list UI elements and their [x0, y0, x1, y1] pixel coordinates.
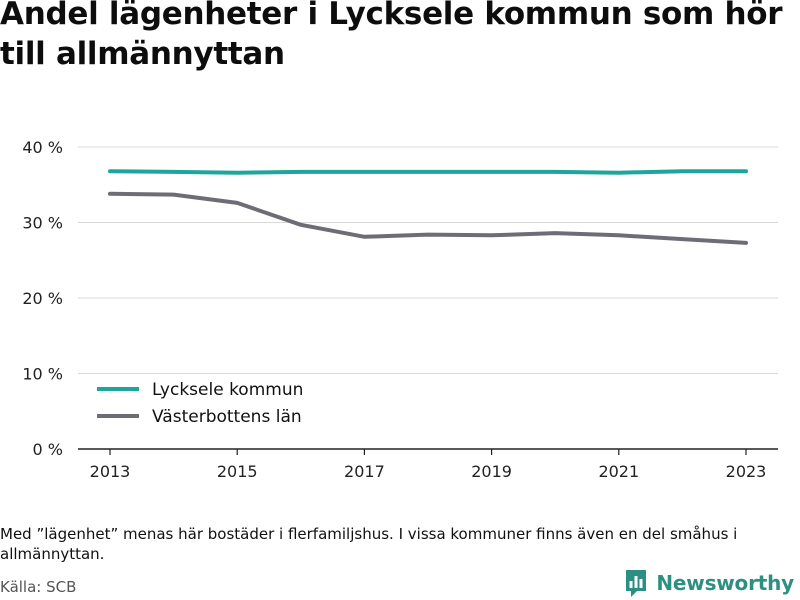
series-line-vasterbottens-lan — [108, 191, 748, 245]
x-tick-label: 2021 — [598, 462, 639, 481]
y-tick-label: 10 % — [22, 365, 63, 384]
x-tick-label: 2019 — [471, 462, 512, 481]
brand-name: Newsworthy — [656, 571, 794, 595]
x-tick-label: 2015 — [217, 462, 258, 481]
gridlines — [78, 146, 778, 374]
legend-label: Lycksele kommun — [152, 380, 303, 400]
x-tick-label: 2013 — [90, 462, 131, 481]
bar-chart-speech-bubble-icon — [626, 570, 647, 597]
legend: Lycksele kommun Västerbottens län — [97, 380, 303, 427]
x-tick-label: 2023 — [726, 462, 767, 481]
y-tick-label: 40 % — [22, 138, 63, 157]
y-tick-label: 30 % — [22, 214, 63, 233]
legend-label: Västerbottens län — [152, 407, 302, 427]
series-line-lycksele-kommun — [108, 169, 748, 175]
x-tick-label: 2017 — [344, 462, 385, 481]
y-tick-label: 20 % — [22, 289, 63, 308]
footnote: Med ”lägenhet” menas här bostäder i fler… — [0, 525, 738, 563]
source-label: Källa: SCB — [0, 578, 77, 596]
newsworthy-brand: Newsworthy — [624, 568, 794, 598]
y-tick-label: 0 % — [33, 440, 63, 459]
chart-title: Andel lägenheter i Lycksele kommun som h… — [0, 0, 783, 72]
axes: 0 % 10 % 20 % 30 % 40 % 2013 2015 2017 2019 2021 2… — [22, 138, 778, 481]
series-lines — [108, 169, 748, 245]
